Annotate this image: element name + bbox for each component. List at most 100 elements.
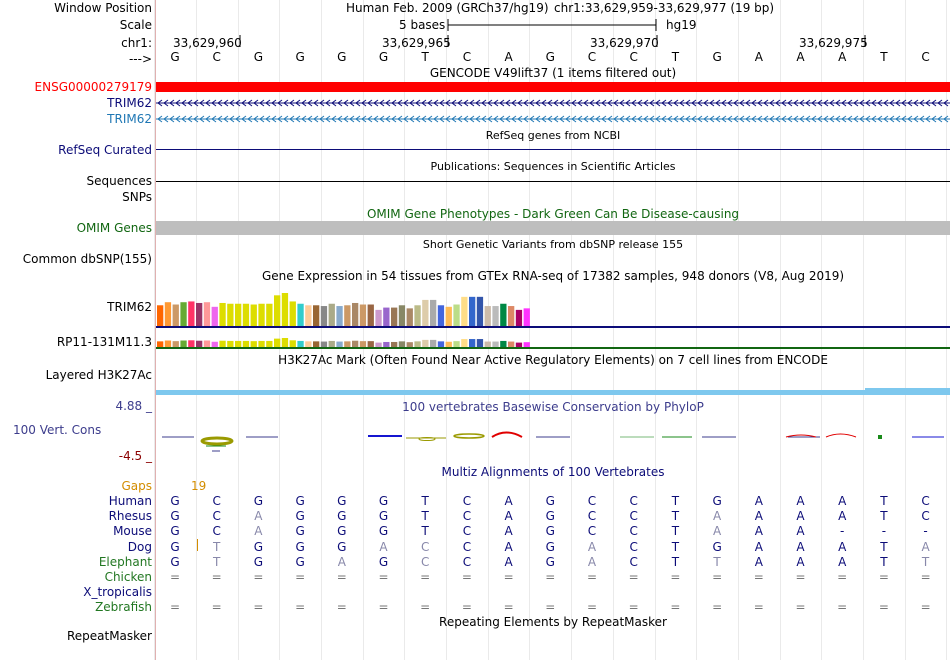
- gtex-tissue-bar[interactable]: [375, 309, 382, 326]
- gene-trim62-intron[interactable]: [156, 97, 950, 109]
- gtex-tissue-bar[interactable]: [172, 341, 179, 347]
- species-label[interactable]: Zebrafish: [95, 600, 152, 614]
- repeatmasker-track-title[interactable]: Repeating Elements by RepeatMasker: [439, 615, 667, 629]
- gtex-tissue-bar[interactable]: [484, 341, 491, 347]
- gtex-tissue-bar[interactable]: [157, 305, 164, 326]
- gtex-tissue-bar[interactable]: [211, 306, 218, 326]
- gtex-tissue-bar[interactable]: [367, 341, 374, 347]
- refseq-label[interactable]: RefSeq Curated: [58, 143, 152, 157]
- gtex-tissue-bar[interactable]: [227, 303, 234, 326]
- gtex-tissue-bar[interactable]: [476, 339, 484, 347]
- gtex-tissue-bar[interactable]: [500, 340, 507, 347]
- gtex-tissue-bar[interactable]: [352, 302, 359, 326]
- gtex-tissue-bar[interactable]: [398, 305, 406, 326]
- h3k27ac-track-title[interactable]: H3K27Ac Mark (Often Found Near Active Re…: [278, 353, 828, 367]
- gtex-tissue-bar[interactable]: [219, 302, 226, 326]
- gtex-tissue-bar[interactable]: [367, 304, 374, 326]
- gtex-tissue-bar[interactable]: [422, 299, 429, 326]
- gtex-tissue-bar[interactable]: [508, 306, 515, 326]
- gtex-tissue-bar[interactable]: [391, 307, 398, 326]
- gtex-tissue-bar[interactable]: [203, 302, 211, 326]
- gtex-gene-trim62[interactable]: TRIM62: [107, 300, 152, 314]
- gtex-tissue-bar[interactable]: [172, 304, 179, 326]
- gtex-tissue-bar[interactable]: [305, 341, 312, 347]
- dbsnp-track-title[interactable]: Short Genetic Variants from dbSNP releas…: [422, 238, 684, 251]
- gtex-tissue-bar[interactable]: [398, 341, 406, 347]
- gtex-tissue-bar[interactable]: [375, 342, 382, 347]
- gtex-tissue-bar[interactable]: [383, 341, 390, 347]
- gtex-tissue-bar[interactable]: [328, 340, 335, 347]
- gtex-track-title[interactable]: Gene Expression in 54 tissues from GTEx …: [261, 269, 845, 283]
- species-label[interactable]: Chicken: [104, 570, 152, 584]
- gtex-tissue-bar[interactable]: [164, 340, 172, 347]
- gtex-tissue-bar[interactable]: [500, 303, 507, 326]
- refseq-track-title[interactable]: RefSeq genes from NCBI: [485, 129, 621, 142]
- gtex-tissue-bar[interactable]: [305, 305, 312, 326]
- gtex-tissue-bar[interactable]: [320, 341, 328, 347]
- gtex-tissue-bar[interactable]: [242, 340, 250, 347]
- gtex-tissue-bar[interactable]: [289, 301, 296, 326]
- species-label[interactable]: Mouse: [113, 524, 152, 538]
- gtex-tissue-bar[interactable]: [250, 341, 257, 347]
- h3k27ac-label[interactable]: Layered H3K27Ac: [45, 368, 152, 382]
- gtex-tissue-bar[interactable]: [328, 303, 335, 326]
- gtex-gene-rp11[interactable]: RP11-131M11.3: [56, 335, 152, 349]
- gtex-tissue-bar[interactable]: [219, 340, 226, 347]
- gtex-tissue-bar[interactable]: [157, 341, 164, 347]
- gene-label-trim62[interactable]: TRIM62: [107, 96, 152, 110]
- gtex-tissue-bar[interactable]: [274, 295, 281, 326]
- species-label[interactable]: X_tropicalis: [83, 585, 152, 599]
- gtex-tissue-bar[interactable]: [180, 340, 187, 347]
- gtex-tissue-bar[interactable]: [391, 341, 398, 347]
- gtex-tissue-bar[interactable]: [492, 341, 499, 347]
- species-label[interactable]: Elephant: [98, 555, 152, 569]
- gtex-tissue-bar[interactable]: [523, 308, 530, 326]
- snps-label[interactable]: SNPs: [122, 190, 152, 204]
- gtex-tissue-bar[interactable]: [235, 303, 242, 326]
- gtex-tissue-bar[interactable]: [227, 340, 234, 347]
- gtex-tissue-bar[interactable]: [437, 305, 445, 326]
- gtex-tissue-bar[interactable]: [453, 341, 460, 347]
- gtex-tissue-bar[interactable]: [484, 306, 491, 326]
- gtex-tissue-bar[interactable]: [235, 340, 242, 347]
- h3k27ac-signal-peak[interactable]: [865, 388, 950, 395]
- gtex-tissue-bar[interactable]: [406, 342, 413, 347]
- gtex-tissue-bar[interactable]: [344, 305, 351, 326]
- h3k27ac-signal[interactable]: [156, 390, 865, 395]
- gtex-tissue-bar[interactable]: [359, 304, 367, 326]
- gtex-tissue-bar[interactable]: [469, 296, 476, 326]
- gtex-tissue-bar[interactable]: [297, 303, 304, 326]
- gtex-tissue-bar[interactable]: [281, 293, 289, 326]
- gtex-tissue-bar[interactable]: [430, 339, 437, 347]
- publications-label[interactable]: Sequences: [86, 174, 152, 188]
- gtex-tissue-bar[interactable]: [180, 302, 187, 326]
- gtex-tissue-bar[interactable]: [188, 340, 195, 347]
- conservation-wiggle[interactable]: [156, 428, 950, 456]
- gtex-tissue-bar[interactable]: [313, 341, 320, 347]
- multiz-track-title[interactable]: Multiz Alignments of 100 Vertebrates: [441, 465, 665, 479]
- gtex-tissue-bar[interactable]: [492, 306, 499, 326]
- gtex-tissue-bar[interactable]: [515, 309, 523, 326]
- gtex-tissue-bar[interactable]: [430, 299, 437, 326]
- conservation-label[interactable]: 100 Vert. Cons: [13, 423, 102, 437]
- omim-label[interactable]: OMIM Genes: [76, 221, 152, 235]
- dbsnp-label[interactable]: Common dbSNP(155): [22, 252, 152, 266]
- gene-ensg-block[interactable]: [156, 82, 950, 92]
- gtex-tissue-bar[interactable]: [313, 305, 320, 326]
- gtex-tissue-bar[interactable]: [352, 340, 359, 347]
- gtex-rp11-bars[interactable]: [156, 333, 950, 348]
- gtex-tissue-bar[interactable]: [258, 303, 265, 326]
- gaps-label[interactable]: Gaps: [121, 479, 152, 493]
- species-label[interactable]: Rhesus: [108, 509, 152, 523]
- gtex-tissue-bar[interactable]: [188, 301, 195, 326]
- gtex-tissue-bar[interactable]: [414, 305, 421, 326]
- gtex-tissue-bar[interactable]: [508, 341, 515, 347]
- gene-label-ensg[interactable]: ENSG00000279179: [34, 80, 152, 94]
- gtex-tissue-bar[interactable]: [336, 341, 343, 347]
- species-label[interactable]: Human: [108, 494, 152, 508]
- gtex-tissue-bar[interactable]: [445, 306, 452, 326]
- gtex-tissue-bar[interactable]: [297, 340, 304, 347]
- gtex-tissue-bar[interactable]: [336, 306, 343, 326]
- gtex-tissue-bar[interactable]: [469, 339, 476, 347]
- gtex-tissue-bar[interactable]: [211, 341, 218, 347]
